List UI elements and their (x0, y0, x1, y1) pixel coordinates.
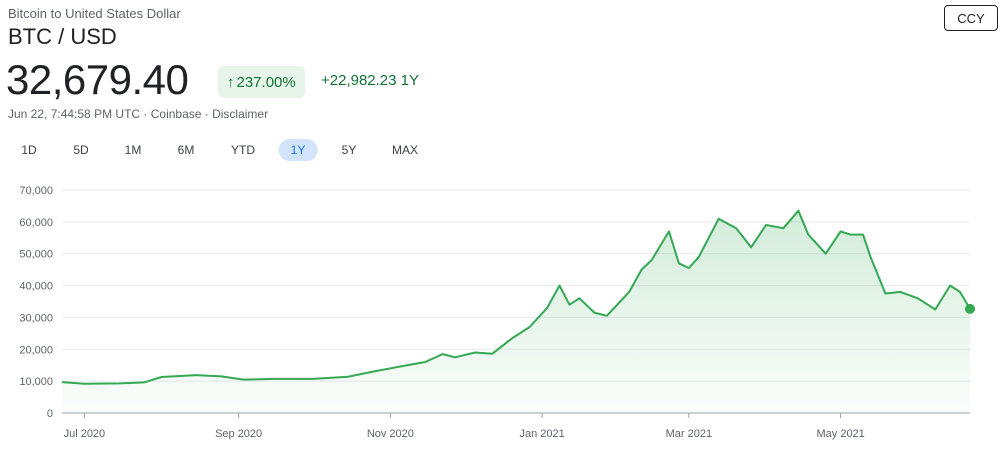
percent-change-value: 237.00% (236, 73, 296, 91)
range-1d[interactable]: 1D (21, 143, 37, 157)
arrow-up-icon: ↑ (227, 73, 235, 91)
range-max[interactable]: MAX (391, 143, 419, 157)
latest-price-dot[interactable] (965, 303, 975, 314)
y-tick-label: 50,000 (19, 249, 53, 261)
y-tick-label: 40,000 (19, 281, 53, 293)
y-tick-label: 60,000 (19, 217, 53, 229)
range-5d[interactable]: 5D (73, 143, 89, 157)
y-tick-label: 20,000 (19, 344, 53, 356)
quote-meta: Jun 22, 7:44:58 PM UTC · Coinbase · Disc… (8, 107, 269, 121)
y-tick-label: 70,000 (19, 185, 53, 197)
currency-button[interactable]: CCY (944, 5, 998, 31)
range-1m[interactable]: 1M (124, 143, 142, 157)
range-5y[interactable]: 5Y (341, 143, 357, 157)
x-tick-label: Mar 2021 (666, 428, 712, 440)
pair-title: BTC / USD (8, 24, 117, 49)
current-price: 32,679.40 (6, 56, 189, 103)
y-tick-label: 10,000 (19, 376, 53, 388)
price-area-fill (62, 210, 970, 413)
price-series-line (61, 209, 971, 385)
y-tick-label: 30,000 (19, 312, 53, 324)
time-range-selector: 1D 5D 1M 6M YTD 1Y 5Y MAX (0, 139, 1003, 161)
range-6m[interactable]: 6M (177, 143, 195, 157)
percent-change-badge: ↑ 237.00% (218, 66, 305, 98)
x-tick-label: Jul 2020 (64, 428, 106, 440)
range-1y[interactable]: 1Y (278, 139, 318, 161)
absolute-change: +22,982.23 1Y (321, 72, 420, 89)
y-tick-label: 0 (47, 408, 53, 420)
x-tick-label: Sep 2020 (215, 428, 262, 440)
x-tick-label: Nov 2020 (367, 428, 414, 440)
price-chart: 0 10,000 20,000 30,000 40,000 50,000 60,000 70,… (19, 185, 975, 440)
x-tick-label: May 2021 (816, 428, 864, 440)
pair-subtitle: Bitcoin to United States Dollar (8, 6, 181, 21)
x-tick-label: Jan 2021 (519, 428, 564, 440)
range-ytd[interactable]: YTD (231, 143, 255, 157)
